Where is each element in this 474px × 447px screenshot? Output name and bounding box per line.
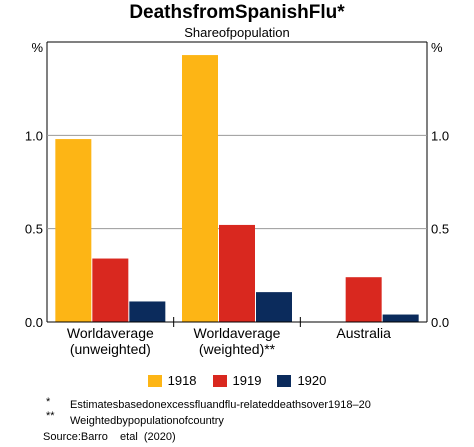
legend-swatch-1919 bbox=[212, 374, 227, 387]
x-tick-label-1-0: Worldaverage bbox=[194, 325, 281, 341]
legend-label-1918: 1918 bbox=[167, 373, 197, 388]
legend-item-1919: 1919 bbox=[212, 373, 262, 388]
y-tick-right-2: 1.0 bbox=[431, 128, 449, 143]
y-tick-left-2: 1.0 bbox=[25, 128, 43, 143]
y-unit-left: % bbox=[31, 40, 43, 55]
bar-1920-1 bbox=[256, 292, 292, 322]
y-tick-left-1: 0.5 bbox=[25, 222, 43, 237]
x-tick-label-0-0: Worldaverage bbox=[67, 325, 154, 341]
legend-label-1920: 1920 bbox=[297, 373, 327, 388]
y-tick-right-0: 0.0 bbox=[431, 315, 449, 330]
y-tick-left-0: 0.0 bbox=[25, 315, 43, 330]
bar-1918-0 bbox=[55, 139, 92, 322]
chart-subtitle: Shareofpopulation bbox=[184, 25, 290, 40]
legend-item-1920: 1920 bbox=[277, 373, 326, 388]
bar-1920-2 bbox=[382, 314, 419, 322]
legend: 1918 1919 1920 bbox=[0, 373, 474, 388]
footnote-marker-2: ** bbox=[46, 410, 55, 422]
bar-1919-0 bbox=[92, 258, 129, 322]
legend-swatch-1918 bbox=[147, 374, 162, 387]
source-note: Source:Barro etal (2020) bbox=[43, 431, 176, 443]
bar-1919-2 bbox=[345, 277, 382, 322]
footnote-marker-1: * bbox=[46, 396, 51, 408]
chart-title: DeathsfromSpanishFlu* bbox=[129, 2, 345, 23]
footnote-1: Estimatesbasedonexcessfluandflu-relatedd… bbox=[70, 399, 371, 411]
bar-1919-1 bbox=[219, 224, 255, 322]
legend-swatch-1920 bbox=[277, 374, 292, 387]
y-unit-right: % bbox=[431, 40, 443, 55]
bar-1918-1 bbox=[182, 55, 218, 323]
legend-item-1918: 1918 bbox=[147, 373, 197, 388]
x-tick-label-1-1: (weighted)** bbox=[199, 341, 276, 357]
x-tick-label-2-0: Australia bbox=[336, 325, 391, 341]
y-tick-right-1: 0.5 bbox=[431, 222, 449, 237]
footnote-2: Weightedbypopulationofcountry bbox=[70, 415, 224, 427]
x-tick-label-0-1: (unweighted) bbox=[70, 341, 151, 357]
bar-1920-0 bbox=[129, 301, 166, 322]
legend-label-1919: 1919 bbox=[232, 373, 262, 388]
